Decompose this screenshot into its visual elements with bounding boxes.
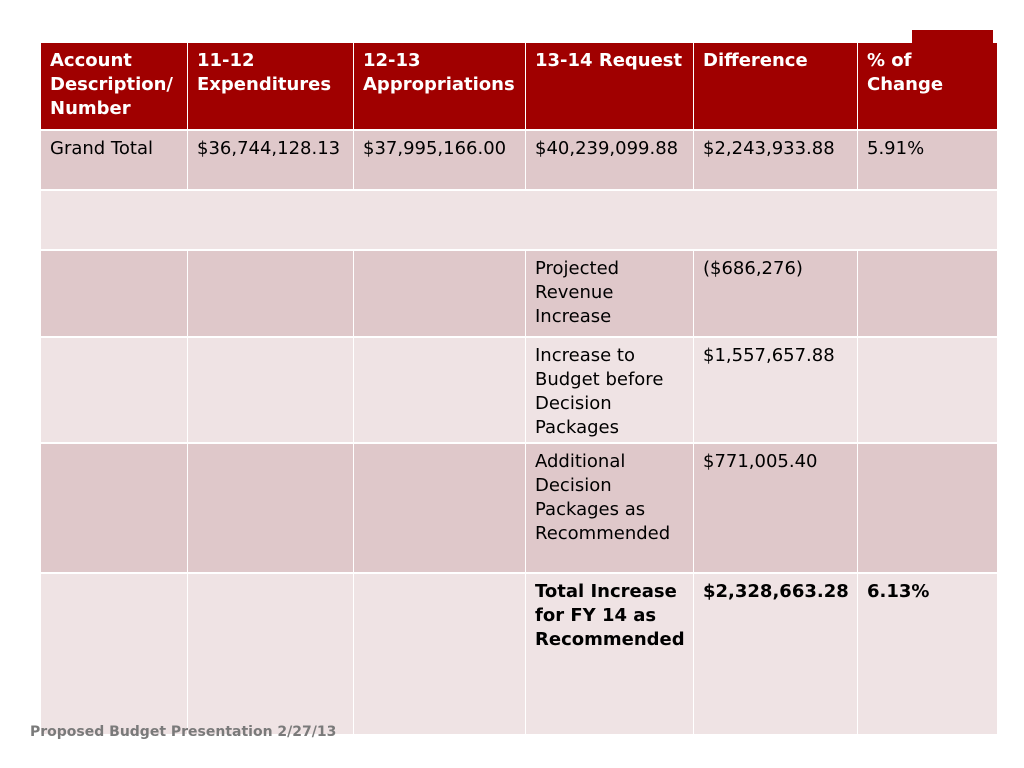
spacer-row xyxy=(40,190,998,251)
projected-revenue-label: Projected Revenue Increase xyxy=(525,250,694,338)
increase-before-packages-difference: $1,557,657.88 xyxy=(693,337,858,444)
empty-cell xyxy=(40,250,188,338)
increase-before-packages-label: Increase to Budget before Decision Packa… xyxy=(525,337,694,444)
budget-table: Account Description/ Number 11-12 Expend… xyxy=(40,43,998,736)
grand-total-percent-change: 5.91% xyxy=(857,130,998,191)
empty-cell xyxy=(857,337,998,444)
header-expenditures: 11-12 Expenditures xyxy=(187,43,354,131)
empty-cell xyxy=(187,250,354,338)
accent-bar xyxy=(912,30,993,43)
empty-cell xyxy=(353,573,526,736)
empty-cell xyxy=(353,443,526,574)
total-increase-percent-change: 6.13% xyxy=(857,573,998,736)
empty-cell xyxy=(187,573,354,736)
empty-cell xyxy=(187,337,354,444)
spacer-cell xyxy=(40,190,998,251)
total-increase-row: Total Increase for FY 14 as Recommended … xyxy=(40,573,998,736)
increase-before-packages-row: Increase to Budget before Decision Packa… xyxy=(40,337,998,444)
header-difference: Difference xyxy=(693,43,858,131)
additional-packages-row: Additional Decision Packages as Recommen… xyxy=(40,443,998,574)
grand-total-appropriations: $37,995,166.00 xyxy=(353,130,526,191)
header-account-description: Account Description/ Number xyxy=(40,43,188,131)
footer-text: Proposed Budget Presentation 2/27/13 xyxy=(30,724,337,740)
total-increase-label: Total Increase for FY 14 as Recommended xyxy=(525,573,694,736)
grand-total-label: Grand Total xyxy=(40,130,188,191)
header-appropriations: 12-13 Appropriations xyxy=(353,43,526,131)
grand-total-request: $40,239,099.88 xyxy=(525,130,694,191)
grand-total-expenditures: $36,744,128.13 xyxy=(187,130,354,191)
empty-cell xyxy=(40,337,188,444)
table-header-row: Account Description/ Number 11-12 Expend… xyxy=(40,43,998,131)
grand-total-row: Grand Total $36,744,128.13 $37,995,166.0… xyxy=(40,130,998,191)
empty-cell xyxy=(40,443,188,574)
additional-packages-label: Additional Decision Packages as Recommen… xyxy=(525,443,694,574)
empty-cell xyxy=(857,443,998,574)
empty-cell xyxy=(40,573,188,736)
empty-cell xyxy=(857,250,998,338)
grand-total-difference: $2,243,933.88 xyxy=(693,130,858,191)
total-increase-difference: $2,328,663.28 xyxy=(693,573,858,736)
empty-cell xyxy=(353,250,526,338)
header-request: 13-14 Request xyxy=(525,43,694,131)
projected-revenue-difference: ($686,276) xyxy=(693,250,858,338)
projected-revenue-row: Projected Revenue Increase ($686,276) xyxy=(40,250,998,338)
header-percent-change: % of Change xyxy=(857,43,998,131)
empty-cell xyxy=(353,337,526,444)
empty-cell xyxy=(187,443,354,574)
additional-packages-difference: $771,005.40 xyxy=(693,443,858,574)
